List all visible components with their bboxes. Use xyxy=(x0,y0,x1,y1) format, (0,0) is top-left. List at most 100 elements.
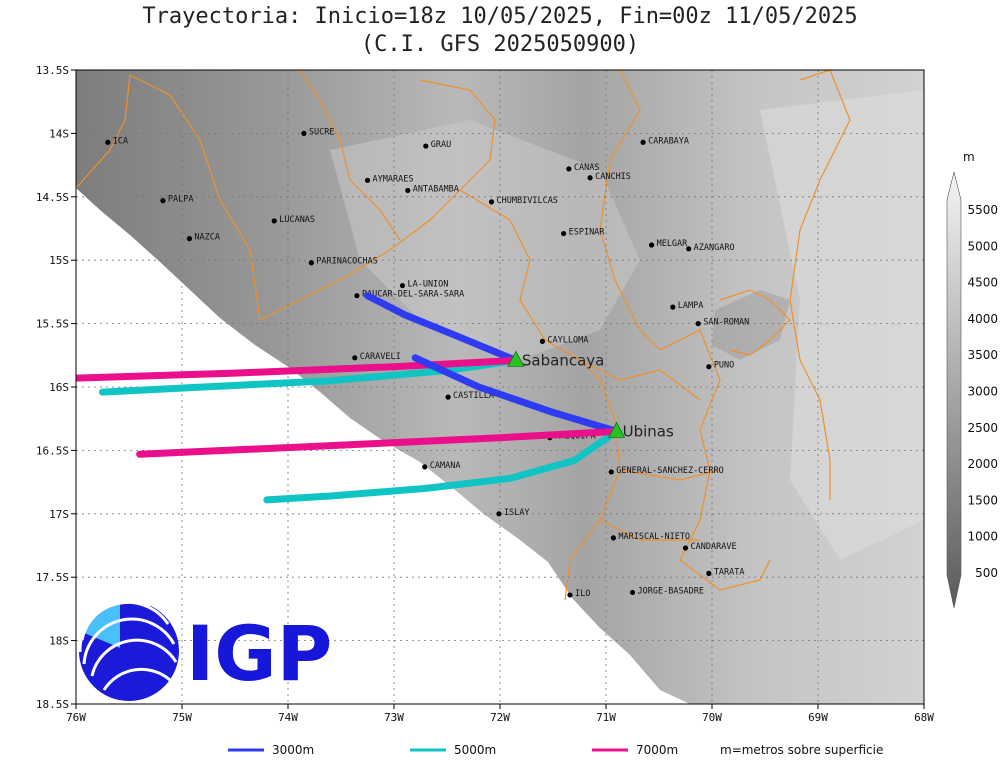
place-label: ANTABAMBA xyxy=(413,184,459,194)
place-marker xyxy=(566,166,572,172)
y-tick-label: 15.5S xyxy=(36,318,69,331)
colorbar-label: 3000 xyxy=(967,385,998,399)
place-marker xyxy=(422,464,428,470)
trajectory-sabancaya-7000m xyxy=(76,356,520,382)
place-marker xyxy=(160,198,166,204)
place-marker xyxy=(186,236,193,242)
place-marker xyxy=(648,242,655,248)
colorbar-label: 1000 xyxy=(967,530,998,544)
legend: m=metros sobre superficie 3000m 5000m 7000… xyxy=(228,743,883,757)
place-marker xyxy=(496,511,502,517)
place-label: CHUMBIVILCAS xyxy=(497,196,558,206)
place-marker xyxy=(354,293,360,299)
place-label: CAMANA xyxy=(430,461,461,471)
logo-globe-lines xyxy=(78,599,178,691)
colorbar-label: 2500 xyxy=(967,421,998,435)
place-label: SAN-ROMAN xyxy=(703,318,749,328)
place-label: CASTILLA xyxy=(453,391,494,401)
colorbar-label: 1500 xyxy=(967,493,998,507)
highland-shade xyxy=(330,120,640,360)
y-tick-label: 18S xyxy=(49,635,69,648)
x-tick-label: 75W xyxy=(172,711,192,724)
place-marker xyxy=(686,246,692,252)
place-marker xyxy=(445,394,451,400)
place-marker xyxy=(608,469,614,475)
x-tick-label: 72W xyxy=(490,711,510,724)
grid-lines xyxy=(76,70,924,704)
place-marker xyxy=(587,175,593,181)
colorbar-ramp xyxy=(946,171,962,609)
legend-label: 5000m xyxy=(454,743,496,757)
volcano-triangle-icon xyxy=(507,350,525,367)
place-label: MARISCAL-NIETO xyxy=(618,532,690,542)
place-label: TARATA xyxy=(714,567,745,577)
place-marker xyxy=(640,139,646,145)
colorbar-label: 4500 xyxy=(967,276,998,290)
place-marker xyxy=(105,139,111,145)
place-marker xyxy=(670,304,676,310)
y-tick-label: 13.5S xyxy=(36,64,69,77)
place-label: GENERAL-SANCHEZ-CERRO xyxy=(616,466,723,476)
logo-text: IGP xyxy=(186,609,332,698)
colorbar-label: 3500 xyxy=(967,348,998,362)
x-tick-label: 73W xyxy=(384,711,404,724)
place-label: PALPA xyxy=(168,195,194,205)
place-label: ISLAY xyxy=(504,508,530,518)
colorbar: m 50010001500200025003000350040004500500… xyxy=(946,150,998,609)
admin-borders xyxy=(76,70,851,601)
place-marker xyxy=(610,535,617,541)
place-marker xyxy=(405,187,411,194)
x-tick-label: 74W xyxy=(278,711,298,724)
colorbar-label: 500 xyxy=(975,566,998,580)
place-marker xyxy=(561,230,567,237)
place-label: CANCHIS xyxy=(595,172,631,182)
lake-area xyxy=(712,290,790,360)
place-marker xyxy=(308,260,314,266)
place-label: ESPINAR xyxy=(569,228,606,238)
place-marker xyxy=(706,364,712,370)
y-tick-label: 15S xyxy=(49,254,69,267)
trajectory-ubinas-7000m xyxy=(136,427,621,458)
colorbar-label: 5500 xyxy=(967,203,998,217)
y-tick-label: 18.5S xyxy=(36,698,69,711)
trajectory-ubinas-3000m xyxy=(411,354,621,435)
place-label: CARABAYA xyxy=(648,136,689,146)
place-marker xyxy=(539,338,546,344)
igp-logo: IGP xyxy=(78,599,332,701)
colorbar-labels: 500 1000 1500 2000 2500 3000 3500 4000 4500 5000 5… xyxy=(967,203,998,580)
place-label: PAUCAR-DEL-SARA-SARA xyxy=(362,290,464,300)
y-tick-label: 16S xyxy=(49,381,69,394)
place-label: SUCRE xyxy=(309,127,335,137)
place-label: CARAVELI xyxy=(360,352,401,362)
y-tick-label: 14.5S xyxy=(36,191,69,204)
x-tick-label: 68W xyxy=(914,711,934,724)
place-label: LUCANAS xyxy=(279,215,315,225)
place-label: ILO xyxy=(575,589,590,599)
x-tick-label: 76W xyxy=(66,711,86,724)
legend-label: 3000m xyxy=(272,743,314,757)
place-marker xyxy=(488,199,495,205)
colorbar-unit: m xyxy=(963,150,975,164)
place-label: AYMARAES xyxy=(373,174,414,184)
y-tick-label: 14S xyxy=(49,127,69,140)
place-label: LAMPA xyxy=(678,301,704,311)
place-marker xyxy=(364,177,371,183)
place-label: PUNO xyxy=(714,361,734,371)
place-marker xyxy=(695,321,701,327)
place-label: GRAU xyxy=(431,140,451,150)
place-label: PARINACOCHAS xyxy=(316,257,377,267)
title-line-1: Trayectoria: Inicio=18z 10/05/2025, Fin=… xyxy=(142,4,858,29)
x-tick-label: 71W xyxy=(596,711,616,724)
colorbar-label: 5000 xyxy=(967,239,998,253)
place-label: CANAS xyxy=(574,163,600,173)
y-tick-label: 17.5S xyxy=(36,571,69,584)
x-tick-label: 70W xyxy=(702,711,722,724)
place-marker xyxy=(301,130,307,136)
volcano-label: Sabancaya xyxy=(522,351,604,369)
trajectory-sabancaya-3000m xyxy=(364,292,520,364)
place-label: AZANGARO xyxy=(694,243,735,253)
volcano-label: Ubinas xyxy=(623,422,674,440)
